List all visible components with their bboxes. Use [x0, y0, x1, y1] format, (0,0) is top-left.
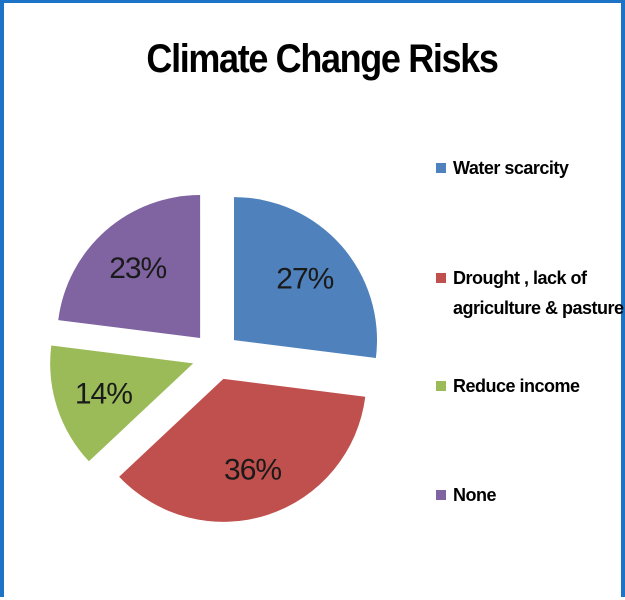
legend-label-water-scarcity: Water scarcity	[453, 158, 569, 178]
pie-label-none: 23%	[109, 252, 166, 285]
pie-chart: 27% 36% 14% 23%	[50, 194, 378, 522]
pie-label-water-scarcity: 27%	[276, 263, 333, 296]
pie-slice-water-scarcity	[234, 197, 378, 359]
legend-swatch-reduce-income	[436, 381, 446, 391]
pie-slice-labels: 27% 36% 14% 23%	[75, 252, 335, 487]
pie-slices	[50, 194, 378, 522]
legend-label-reduce-income: Reduce income	[453, 376, 580, 396]
legend-label-none: None	[453, 485, 497, 505]
pie-slice-reduce-income	[50, 345, 194, 462]
legend-label-drought: Drought , lack of agriculture & pasture	[453, 268, 624, 318]
legend-swatch-drought	[436, 273, 446, 283]
pie-label-drought: 36%	[224, 454, 281, 487]
pie-slice-drought	[119, 378, 366, 522]
pie-slice-none	[58, 194, 201, 338]
chart-title: Climate Change Risks	[146, 37, 498, 81]
pie-label-reduce-income: 14%	[75, 378, 132, 411]
legend-swatch-none	[436, 490, 446, 500]
legend-swatch-water-scarcity	[436, 163, 446, 173]
